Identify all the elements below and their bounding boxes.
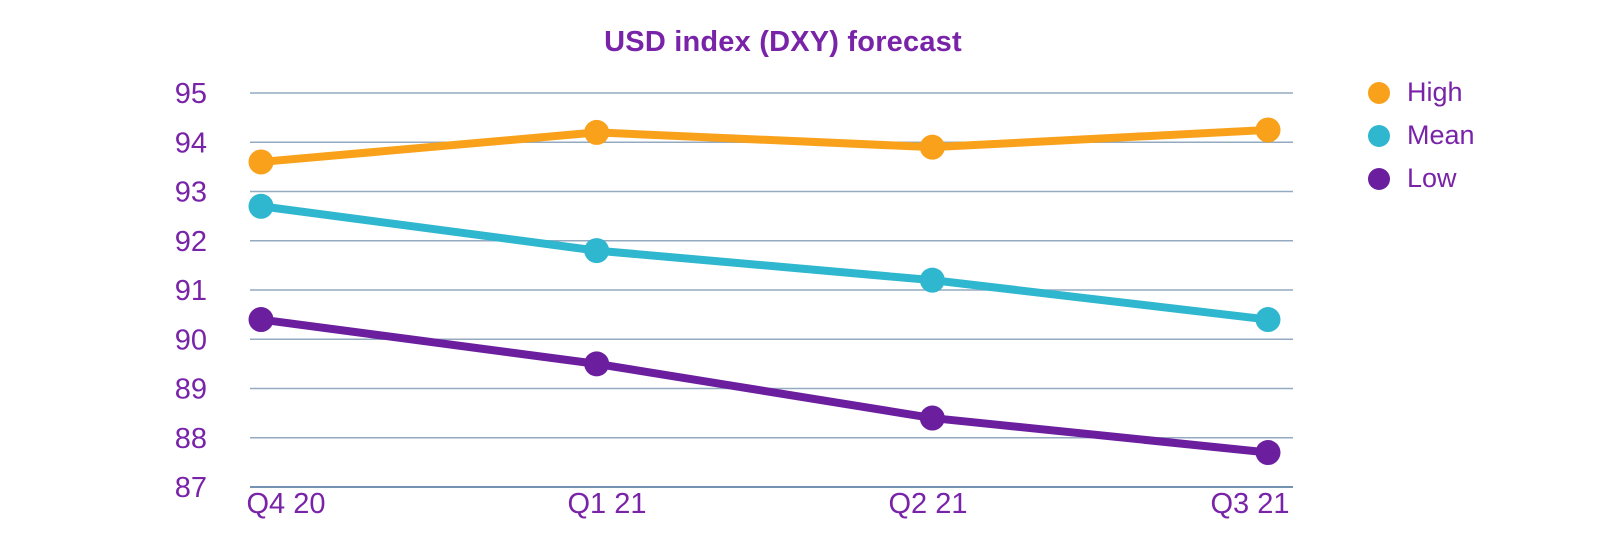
- legend: High Mean Low: [1368, 71, 1475, 200]
- x-tick-label-3: Q3 21: [1211, 488, 1290, 520]
- y-tick-label-91: 91: [175, 275, 207, 307]
- data-point-low-0: [248, 307, 274, 333]
- legend-item-mean: Mean: [1368, 114, 1475, 157]
- y-tick-label-93: 93: [175, 177, 207, 209]
- legend-item-low: Low: [1368, 157, 1475, 200]
- legend-dot-high-icon: [1368, 81, 1390, 104]
- data-point-high-3: [1255, 117, 1281, 143]
- y-tick-label-92: 92: [175, 226, 207, 258]
- data-point-low-3: [1255, 440, 1281, 466]
- legend-label-mean: Mean: [1407, 120, 1475, 150]
- series-line-high: [257, 125, 1272, 166]
- data-point-mean-2: [919, 267, 945, 293]
- legend-dot-mean-icon: [1368, 124, 1390, 147]
- data-point-high-2: [919, 134, 945, 160]
- data-point-high-0: [248, 149, 274, 175]
- y-tick-label-95: 95: [175, 78, 207, 110]
- chart-title: USD index (DXY) forecast: [604, 26, 962, 58]
- legend-label-high: High: [1407, 77, 1463, 107]
- legend-dot-low-icon: [1368, 167, 1390, 190]
- y-tick-label-94: 94: [175, 127, 207, 159]
- y-tick-label-90: 90: [175, 324, 207, 356]
- legend-label-low: Low: [1407, 163, 1457, 193]
- y-tick-label-88: 88: [175, 423, 207, 455]
- y-tick-label-87: 87: [175, 472, 207, 504]
- series-line-mean: [257, 202, 1272, 324]
- data-point-mean-3: [1255, 307, 1281, 333]
- series-line-low: [257, 315, 1272, 457]
- data-point-low-1: [584, 351, 610, 377]
- data-point-low-2: [919, 405, 945, 431]
- data-point-mean-1: [584, 238, 610, 264]
- legend-item-high: High: [1368, 71, 1475, 114]
- x-tick-label-2: Q2 21: [889, 488, 968, 520]
- y-tick-label-89: 89: [175, 374, 207, 406]
- x-tick-label-1: Q1 21: [568, 488, 647, 520]
- x-tick-label-0: Q4 20: [247, 488, 326, 520]
- data-point-high-1: [584, 119, 610, 145]
- data-point-mean-0: [248, 193, 274, 219]
